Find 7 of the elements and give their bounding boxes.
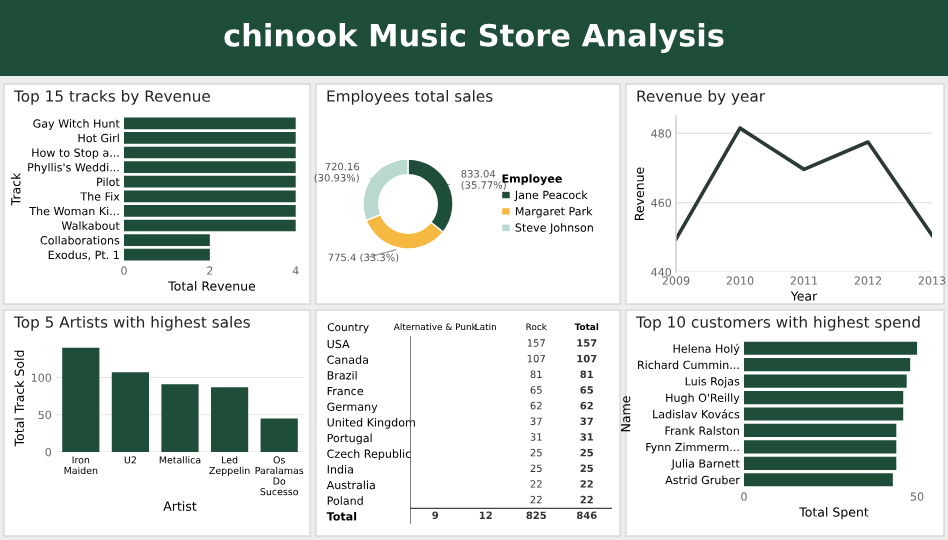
bar [62, 347, 100, 452]
text: chinook Music Store Analysis [224, 23, 724, 53]
bar [260, 418, 298, 452]
line-series [676, 126, 932, 241]
bar [111, 372, 149, 452]
bar [211, 387, 249, 452]
bar [161, 384, 199, 452]
